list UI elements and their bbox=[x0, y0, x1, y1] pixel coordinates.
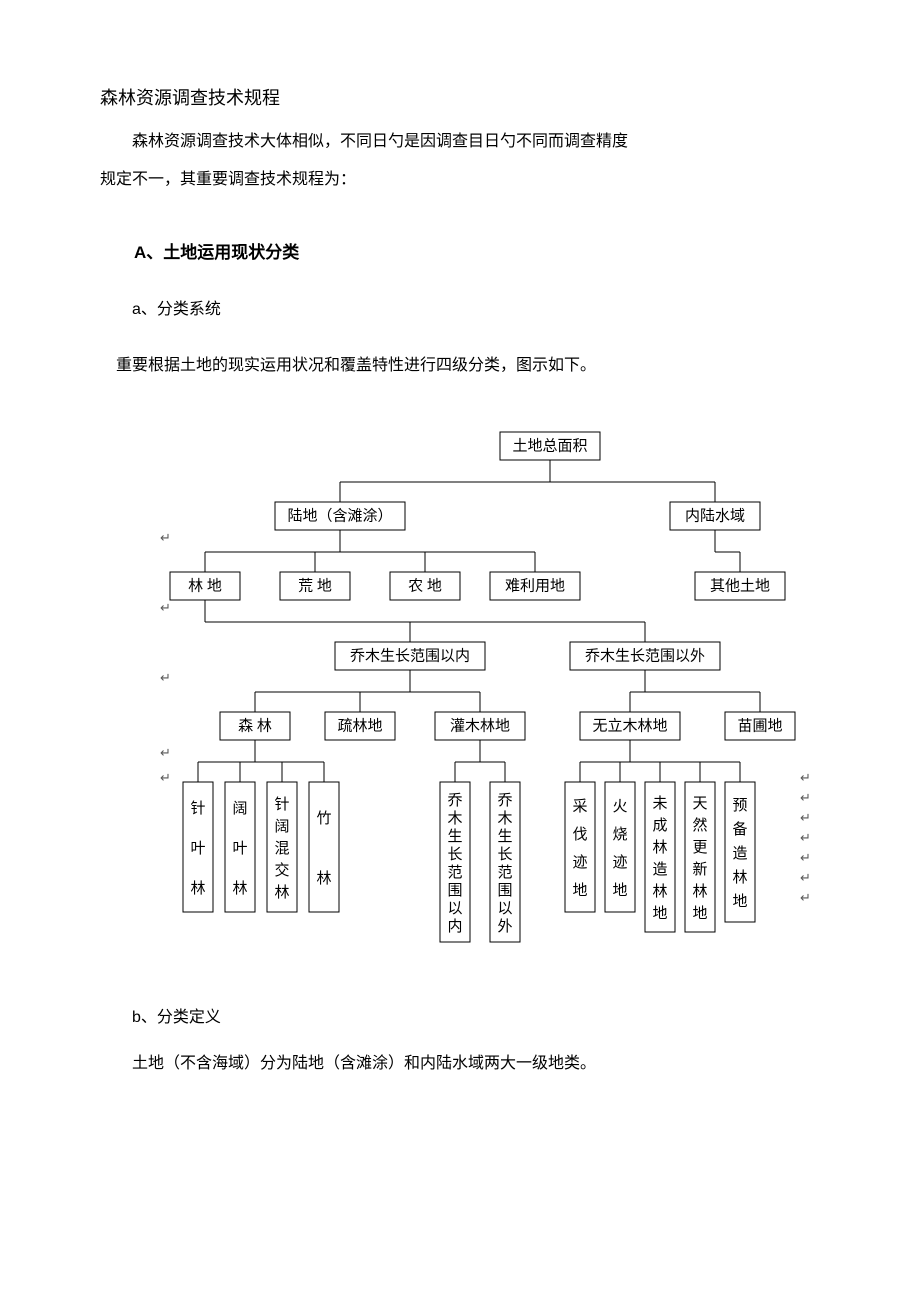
svg-text:针: 针 bbox=[274, 796, 289, 813]
svg-text:林: 林 bbox=[316, 870, 331, 887]
svg-text:地: 地 bbox=[692, 905, 707, 922]
svg-text:↵: ↵ bbox=[160, 670, 171, 685]
tree-svg: 土地总面积陆地（含滩涂）内陆水域林 地荒 地农 地难利用地其他土地乔木生长范围以… bbox=[100, 412, 840, 972]
svg-text:其他土地: 其他土地 bbox=[710, 577, 770, 594]
subsection-b: b、分类定义 bbox=[100, 1002, 820, 1034]
svg-text:乔: 乔 bbox=[447, 792, 462, 809]
svg-text:木: 木 bbox=[497, 810, 512, 827]
svg-text:范: 范 bbox=[497, 864, 512, 881]
intro-line-2: 规定不一，其重要调查技术规程为： bbox=[100, 164, 820, 196]
svg-text:↵: ↵ bbox=[160, 600, 171, 615]
svg-text:林: 林 bbox=[652, 839, 667, 856]
svg-text:↵: ↵ bbox=[800, 810, 811, 825]
svg-text:↵: ↵ bbox=[800, 830, 811, 845]
section-a-prefix: A bbox=[134, 243, 146, 262]
svg-text:生: 生 bbox=[447, 828, 462, 845]
svg-text:未: 未 bbox=[652, 795, 667, 812]
page-title: 森林资源调查技术规程 bbox=[100, 80, 820, 116]
svg-text:↵: ↵ bbox=[800, 850, 811, 865]
section-a-label: 、土地运用现状分类 bbox=[146, 243, 299, 262]
svg-text:林 地: 林 地 bbox=[188, 577, 222, 594]
svg-text:成: 成 bbox=[652, 817, 667, 834]
svg-text:内陆水域: 内陆水域 bbox=[685, 507, 745, 524]
svg-text:针: 针 bbox=[190, 800, 205, 817]
svg-text:森 林: 森 林 bbox=[238, 717, 272, 734]
intro-line-1: 森林资源调查技术大体相似，不同日勺是因调查目日勺不同而调查精度 bbox=[100, 126, 820, 158]
svg-text:木: 木 bbox=[447, 810, 462, 827]
subsection-b-prefix: b bbox=[132, 1009, 141, 1026]
svg-text:林: 林 bbox=[232, 880, 247, 897]
svg-text:荒 地: 荒 地 bbox=[298, 577, 332, 594]
svg-text:生: 生 bbox=[497, 828, 512, 845]
svg-text:↵: ↵ bbox=[160, 530, 171, 545]
svg-text:乔木生长范围以内: 乔木生长范围以内 bbox=[350, 647, 470, 664]
svg-text:迹: 迹 bbox=[572, 854, 587, 871]
svg-text:林: 林 bbox=[692, 883, 707, 900]
svg-text:林: 林 bbox=[190, 880, 205, 897]
svg-text:长: 长 bbox=[497, 846, 512, 863]
svg-text:难利用地: 难利用地 bbox=[505, 577, 565, 594]
svg-text:伐: 伐 bbox=[572, 826, 587, 843]
svg-text:林: 林 bbox=[652, 883, 667, 900]
svg-text:阔: 阔 bbox=[274, 818, 289, 835]
svg-text:长: 长 bbox=[447, 846, 462, 863]
svg-text:地: 地 bbox=[572, 882, 587, 899]
svg-text:以: 以 bbox=[447, 901, 462, 917]
svg-text:外: 外 bbox=[497, 918, 512, 935]
definition-text: 土地（不含海域）分为陆地（含滩涂）和内陆水域两大一级地类。 bbox=[100, 1048, 820, 1080]
svg-text:新: 新 bbox=[692, 861, 707, 878]
svg-text:↵: ↵ bbox=[800, 790, 811, 805]
svg-text:采: 采 bbox=[572, 798, 587, 815]
svg-text:造: 造 bbox=[652, 861, 667, 878]
subsection-b-label: 、分类定义 bbox=[141, 1009, 221, 1026]
svg-text:林: 林 bbox=[732, 869, 747, 886]
subsection-a-label: 、分类系统 bbox=[141, 301, 221, 318]
svg-text:林: 林 bbox=[274, 884, 289, 901]
svg-text:围: 围 bbox=[497, 883, 512, 899]
svg-text:以: 以 bbox=[497, 901, 512, 917]
svg-text:地: 地 bbox=[612, 882, 627, 899]
svg-text:疏林地: 疏林地 bbox=[337, 717, 382, 734]
svg-text:范: 范 bbox=[447, 864, 462, 881]
svg-text:预: 预 bbox=[732, 797, 747, 814]
svg-text:灌木林地: 灌木林地 bbox=[450, 717, 510, 734]
svg-text:地: 地 bbox=[652, 905, 667, 922]
svg-text:更: 更 bbox=[692, 840, 707, 856]
subsection-a-description: 重要根据土地的现实运用状况和覆盖特性进行四级分类，图示如下。 bbox=[100, 350, 820, 382]
subsection-a-prefix: a bbox=[132, 301, 141, 318]
svg-text:↵: ↵ bbox=[800, 890, 811, 905]
section-a-heading: A、土地运用现状分类 bbox=[100, 236, 820, 270]
svg-text:乔: 乔 bbox=[497, 792, 512, 809]
svg-text:天: 天 bbox=[692, 796, 707, 812]
svg-text:叶: 叶 bbox=[190, 840, 205, 857]
svg-text:↵: ↵ bbox=[160, 745, 171, 760]
classification-tree-diagram: 土地总面积陆地（含滩涂）内陆水域林 地荒 地农 地难利用地其他土地乔木生长范围以… bbox=[100, 412, 820, 972]
subsection-a: a、分类系统 bbox=[100, 294, 820, 326]
svg-text:火: 火 bbox=[612, 799, 627, 815]
svg-text:混: 混 bbox=[274, 840, 289, 857]
svg-text:苗圃地: 苗圃地 bbox=[737, 717, 782, 734]
svg-text:内: 内 bbox=[447, 918, 462, 935]
svg-text:↵: ↵ bbox=[160, 770, 171, 785]
svg-text:交: 交 bbox=[274, 861, 289, 879]
svg-text:乔木生长范围以外: 乔木生长范围以外 bbox=[585, 647, 705, 664]
svg-text:造: 造 bbox=[732, 845, 747, 862]
svg-text:叶: 叶 bbox=[232, 840, 247, 857]
svg-text:备: 备 bbox=[732, 821, 747, 838]
svg-text:↵: ↵ bbox=[800, 770, 811, 785]
svg-text:竹: 竹 bbox=[316, 810, 331, 827]
svg-text:迹: 迹 bbox=[612, 854, 627, 871]
svg-text:陆地（含滩涂）: 陆地（含滩涂） bbox=[287, 507, 392, 524]
svg-text:农 地: 农 地 bbox=[408, 577, 442, 594]
svg-text:烧: 烧 bbox=[612, 826, 627, 843]
svg-text:然: 然 bbox=[692, 817, 707, 834]
svg-text:↵: ↵ bbox=[800, 870, 811, 885]
svg-text:土地总面积: 土地总面积 bbox=[512, 437, 587, 454]
svg-text:围: 围 bbox=[447, 883, 462, 899]
svg-text:地: 地 bbox=[732, 893, 747, 910]
svg-text:阔: 阔 bbox=[232, 800, 247, 817]
svg-text:无立木林地: 无立木林地 bbox=[592, 717, 667, 734]
